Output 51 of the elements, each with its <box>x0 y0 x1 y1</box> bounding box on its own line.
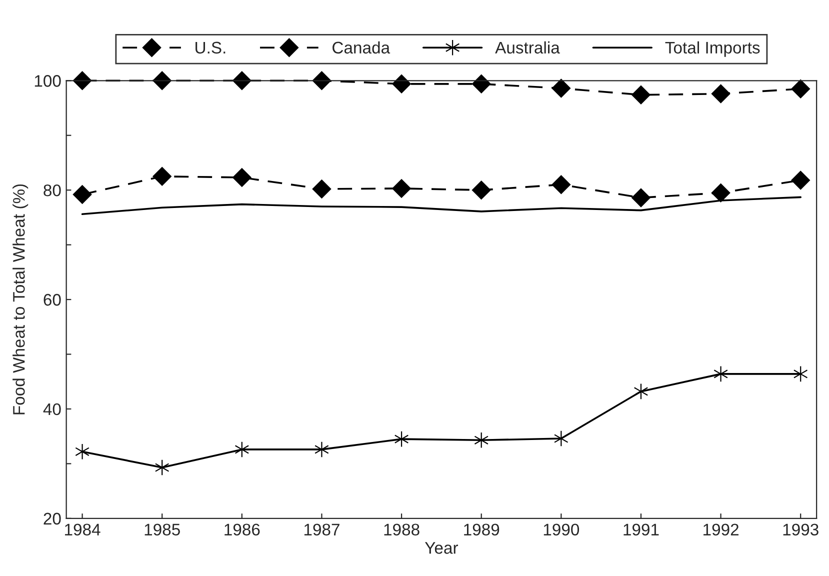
legend-label: U.S. <box>196 42 226 54</box>
point <box>72 71 92 90</box>
legend-label: Australia <box>495 41 560 54</box>
legend-label: Total Imports <box>665 41 760 57</box>
point <box>392 179 411 198</box>
point <box>634 383 648 400</box>
x-tick-label: 1990 <box>544 524 580 536</box>
point <box>312 71 332 90</box>
point <box>232 168 252 187</box>
point <box>72 185 92 204</box>
point <box>793 366 808 382</box>
point <box>474 432 489 448</box>
point <box>75 443 90 460</box>
point <box>711 84 730 104</box>
x-tick-label: 1984 <box>65 524 100 536</box>
x-tick-label: 1985 <box>144 524 180 536</box>
point <box>791 170 810 190</box>
y-tick-label: 40 <box>43 403 61 416</box>
point <box>312 180 332 198</box>
point <box>554 430 568 447</box>
point <box>154 459 170 476</box>
point <box>552 175 571 194</box>
point <box>394 430 409 448</box>
point <box>472 180 491 200</box>
x-tick-label: 1993 <box>783 524 818 536</box>
x-tick-label: 1992 <box>704 524 738 536</box>
point <box>632 85 650 104</box>
x-tick-label: 1987 <box>304 524 340 536</box>
y-axis-title: Food Wheat to Total Wheat (%) <box>12 184 28 414</box>
point <box>234 441 250 458</box>
legend-label: Canada <box>332 41 390 54</box>
point <box>152 167 172 186</box>
x-axis-title: Year <box>424 542 458 554</box>
point <box>791 79 810 98</box>
y-tick-label: 60 <box>44 294 61 306</box>
point <box>714 366 728 382</box>
point <box>632 188 650 208</box>
x-tick-label: 1991 <box>624 524 659 536</box>
y-tick-label: 100 <box>34 75 61 87</box>
point <box>152 71 172 90</box>
point <box>472 74 491 94</box>
point <box>314 441 329 458</box>
x-tick-label: 1988 <box>384 524 420 536</box>
point <box>392 74 411 94</box>
x-tick-label: 1986 <box>224 524 260 536</box>
point <box>552 78 571 98</box>
y-tick-label: 80 <box>44 184 61 196</box>
x-tick-label: 1989 <box>464 524 500 536</box>
point <box>232 71 252 90</box>
point <box>711 183 730 202</box>
y-tick-label: 20 <box>44 512 61 525</box>
